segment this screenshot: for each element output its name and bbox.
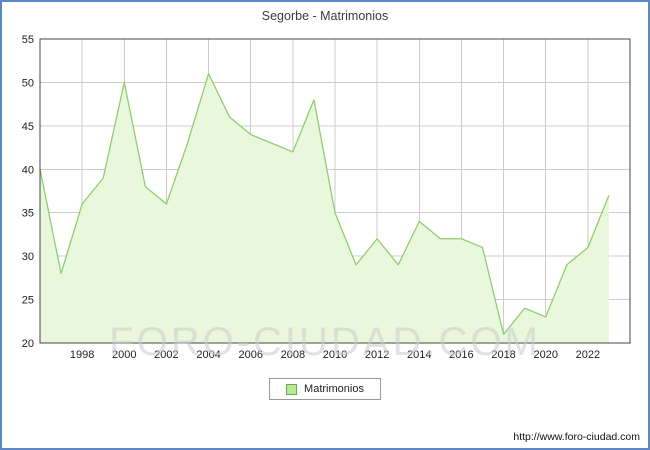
x-tick-label: 2000: [112, 349, 136, 361]
y-tick-label: 20: [22, 338, 34, 350]
x-tick-label: 2010: [323, 349, 347, 361]
y-tick-label: 50: [22, 77, 34, 89]
legend-box: Matrimonios: [269, 378, 381, 400]
x-tick-label: 2008: [281, 349, 305, 361]
y-tick-label: 25: [22, 295, 34, 307]
x-tick-label: 2012: [365, 349, 389, 361]
x-tick-label: 2014: [407, 349, 431, 361]
y-tick-label: 40: [22, 164, 34, 176]
x-tick-label: 2002: [154, 349, 178, 361]
x-tick-label: 2004: [196, 349, 220, 361]
y-tick-label: 30: [22, 251, 34, 263]
series-line: [39, 73, 610, 335]
page-title: Segorbe - Matrimonios: [261, 9, 389, 23]
x-tick-label: 2020: [533, 349, 557, 361]
x-tick-label: 2016: [449, 349, 473, 361]
x-tick-label: 1998: [70, 349, 94, 361]
y-tick-label: 45: [22, 121, 34, 133]
series-area: [40, 73, 609, 343]
x-tick-label: 2018: [491, 349, 515, 361]
y-tick-label: 55: [22, 34, 34, 46]
x-tick-label: 2006: [238, 349, 262, 361]
y-tick-label: 35: [22, 208, 34, 220]
x-tick-label: 2022: [576, 349, 600, 361]
plot-border: [39, 38, 631, 344]
legend-label: Matrimonios: [304, 383, 364, 395]
legend-swatch-icon: [286, 383, 298, 395]
source-url: http://www.foro-ciudad.com: [513, 431, 640, 443]
